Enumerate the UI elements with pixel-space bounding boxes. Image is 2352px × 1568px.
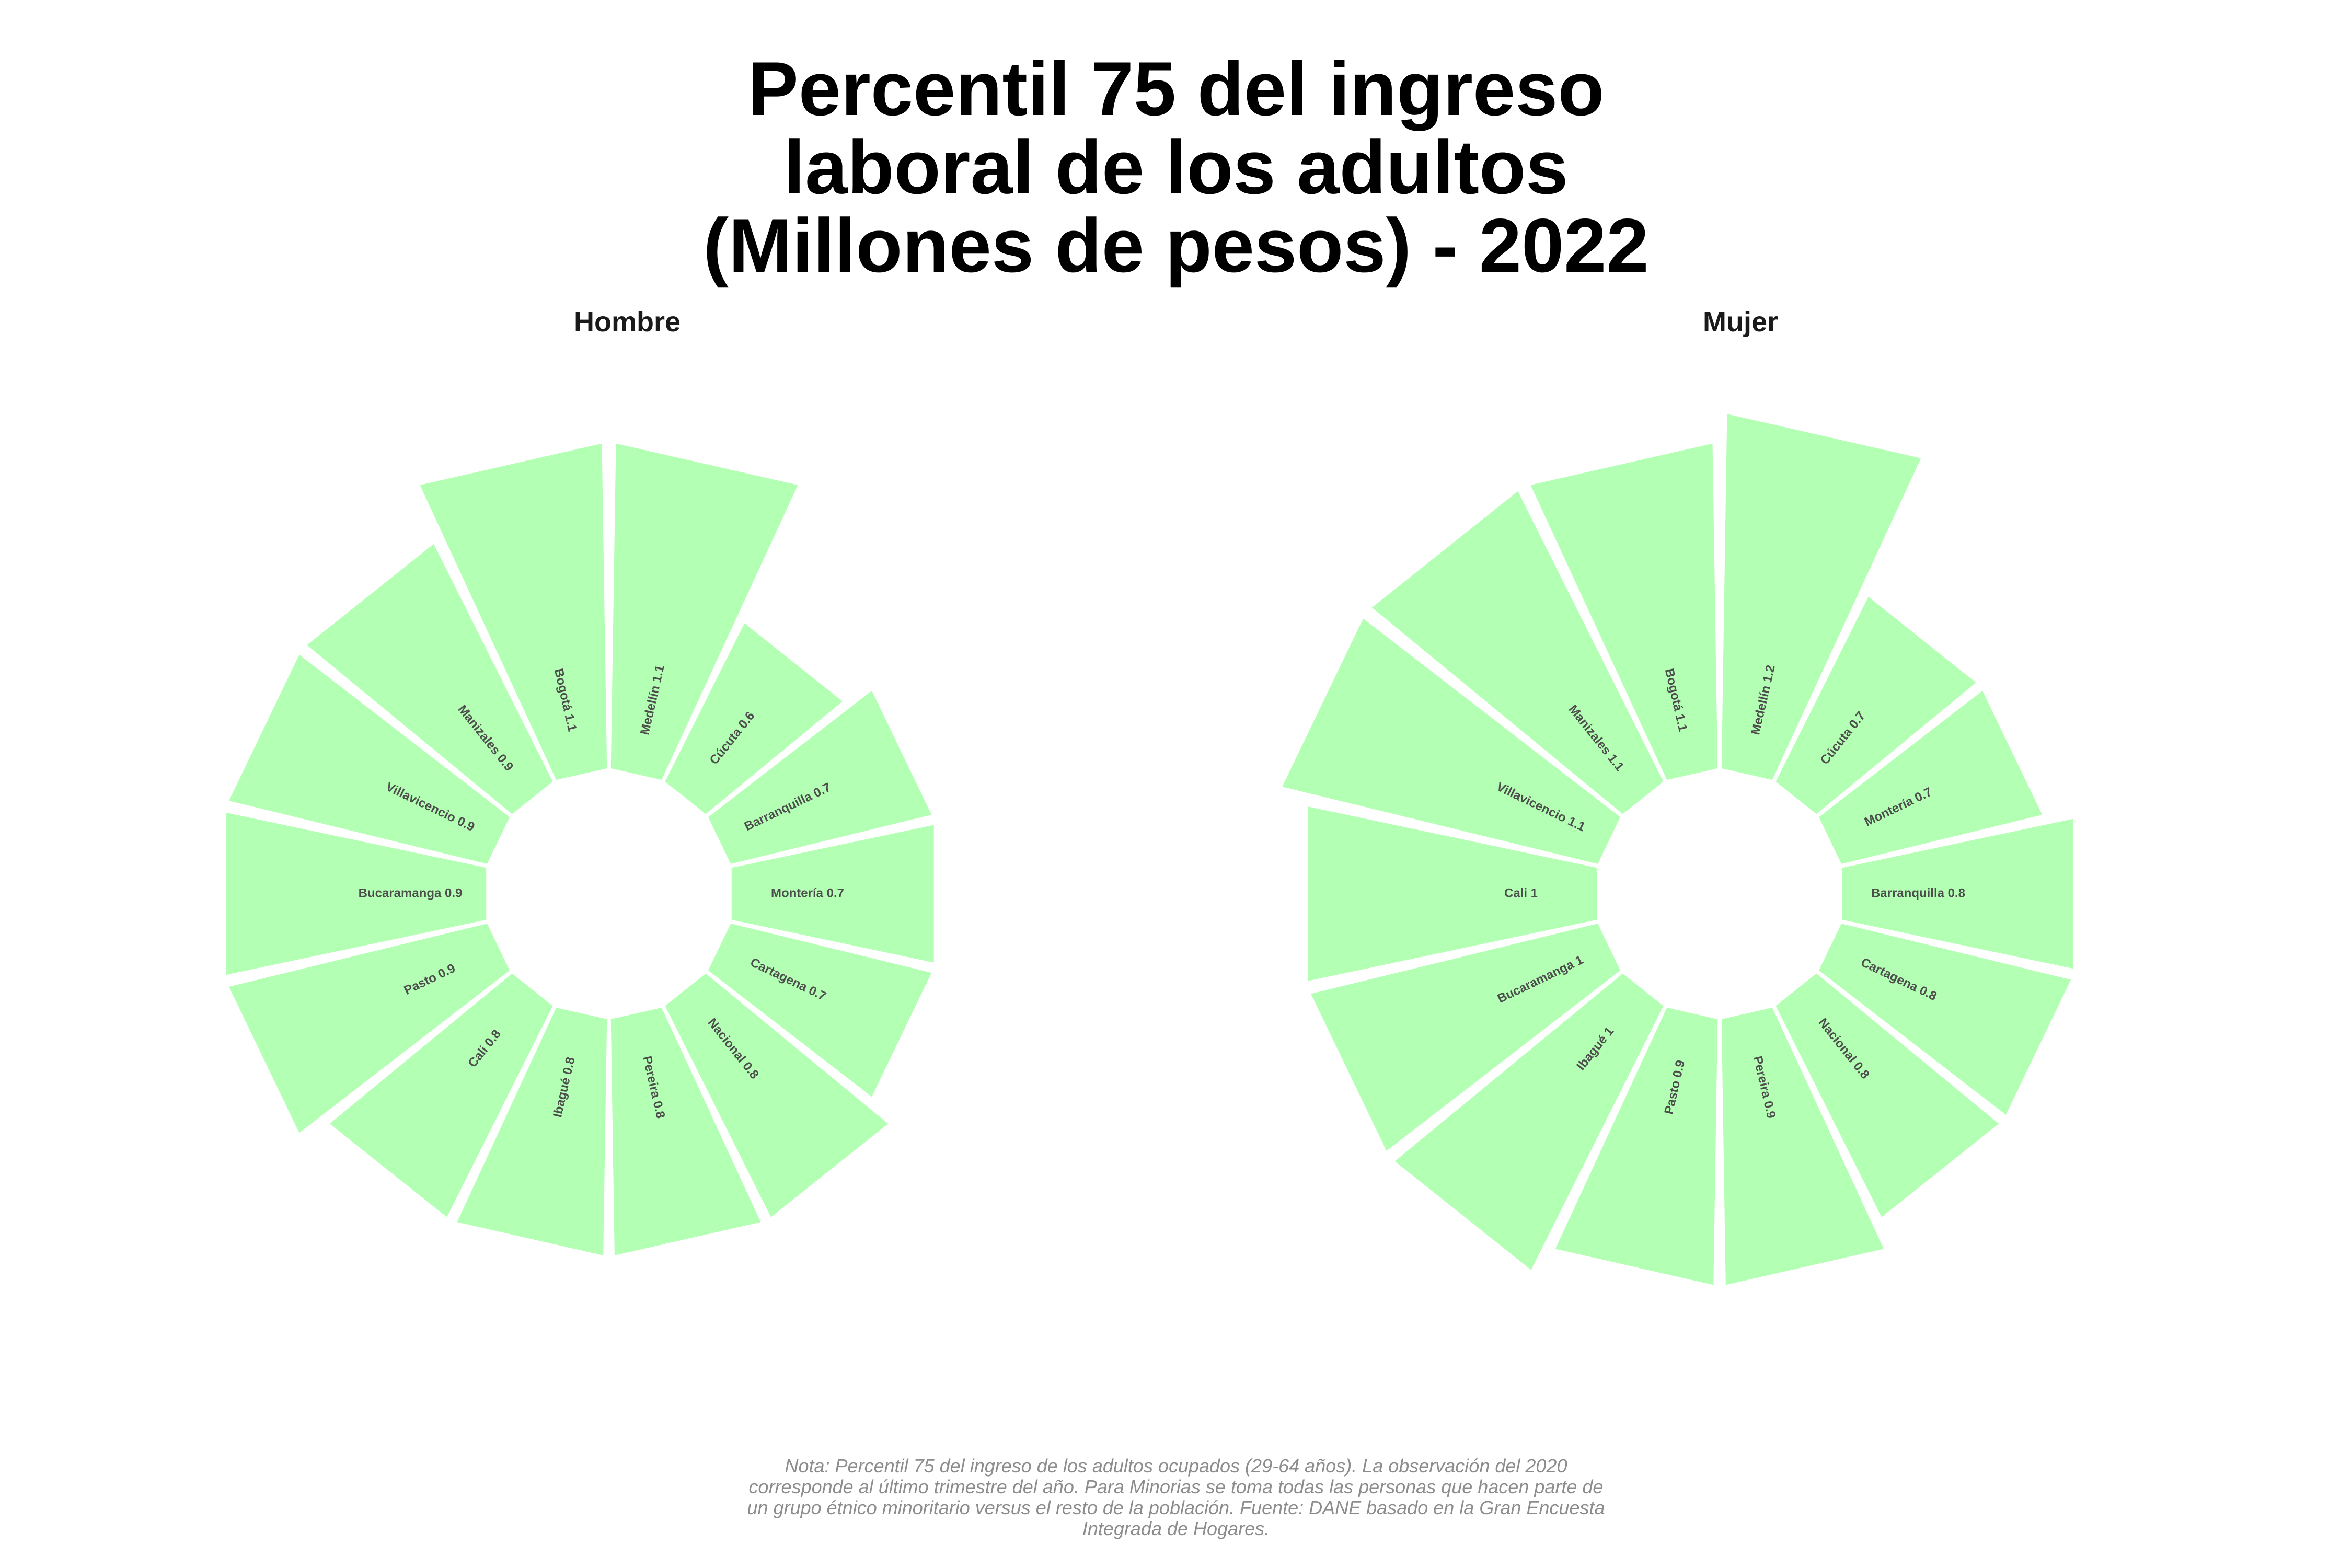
panel-title-hombre: Hombre bbox=[573, 306, 681, 338]
bar-barranquilla bbox=[708, 690, 932, 864]
bar-label: Bucaramanga 0.9 bbox=[359, 886, 463, 900]
footnote: Nota: Percentil 75 del ingreso de los ad… bbox=[679, 1456, 1673, 1539]
chart-title: Percentil 75 del ingreso laboral de los … bbox=[0, 50, 2352, 285]
footnote-line: Nota: Percentil 75 del ingreso de los ad… bbox=[785, 1455, 1567, 1477]
bar-medellín bbox=[610, 443, 798, 780]
bar-manizales bbox=[1371, 491, 1664, 814]
bar-cúcuta bbox=[665, 623, 843, 814]
bar-pereira bbox=[1721, 1007, 1884, 1285]
bar-montería bbox=[731, 825, 934, 963]
bar-cartagena bbox=[708, 924, 932, 1097]
bar-pasto bbox=[1555, 1007, 1718, 1285]
bar-bucaramanga bbox=[226, 812, 487, 975]
bar-label: Barranquilla 0.8 bbox=[1871, 886, 1965, 900]
bar-montería bbox=[1818, 690, 2043, 864]
bar-ibagué bbox=[1394, 973, 1664, 1270]
bar-ibagué bbox=[457, 1007, 607, 1255]
chart-title-line: Percentil 75 del ingreso bbox=[747, 46, 1605, 131]
bar-barranquilla bbox=[1842, 818, 2073, 969]
bar-cartagena bbox=[1818, 924, 2071, 1115]
chart-title-line: laboral de los adultos bbox=[783, 124, 1569, 210]
bar-nacional bbox=[1775, 973, 1999, 1217]
footnote-line: un grupo étnico minoritario versus el re… bbox=[747, 1497, 1605, 1518]
chart-title-line: (Millones de pesos) - 2022 bbox=[703, 203, 1649, 288]
bar-nacional bbox=[665, 973, 889, 1217]
bar-cali bbox=[1308, 806, 1597, 981]
bar-label: Cali 1 bbox=[1504, 886, 1538, 900]
bar-label: Montería 0.7 bbox=[771, 886, 844, 900]
bar-villavicencio bbox=[1282, 618, 1621, 864]
bar-pasto bbox=[228, 924, 510, 1133]
bar-villavicencio bbox=[228, 654, 510, 864]
footnote-line: Integrada de Hogares. bbox=[1082, 1518, 1270, 1539]
bar-bogotá bbox=[420, 443, 607, 780]
bar-pereira bbox=[610, 1007, 761, 1255]
bar-bogotá bbox=[1530, 443, 1718, 780]
panel-title-mujer: Mujer bbox=[1702, 306, 1779, 338]
bar-cúcuta bbox=[1775, 596, 1976, 814]
footnote-line: corresponde al último trimestre del año.… bbox=[748, 1476, 1604, 1497]
bar-cali bbox=[329, 973, 553, 1217]
bar-medellín bbox=[1721, 414, 1921, 780]
bar-manizales bbox=[307, 544, 553, 814]
bar-bucaramanga bbox=[1311, 924, 1621, 1151]
